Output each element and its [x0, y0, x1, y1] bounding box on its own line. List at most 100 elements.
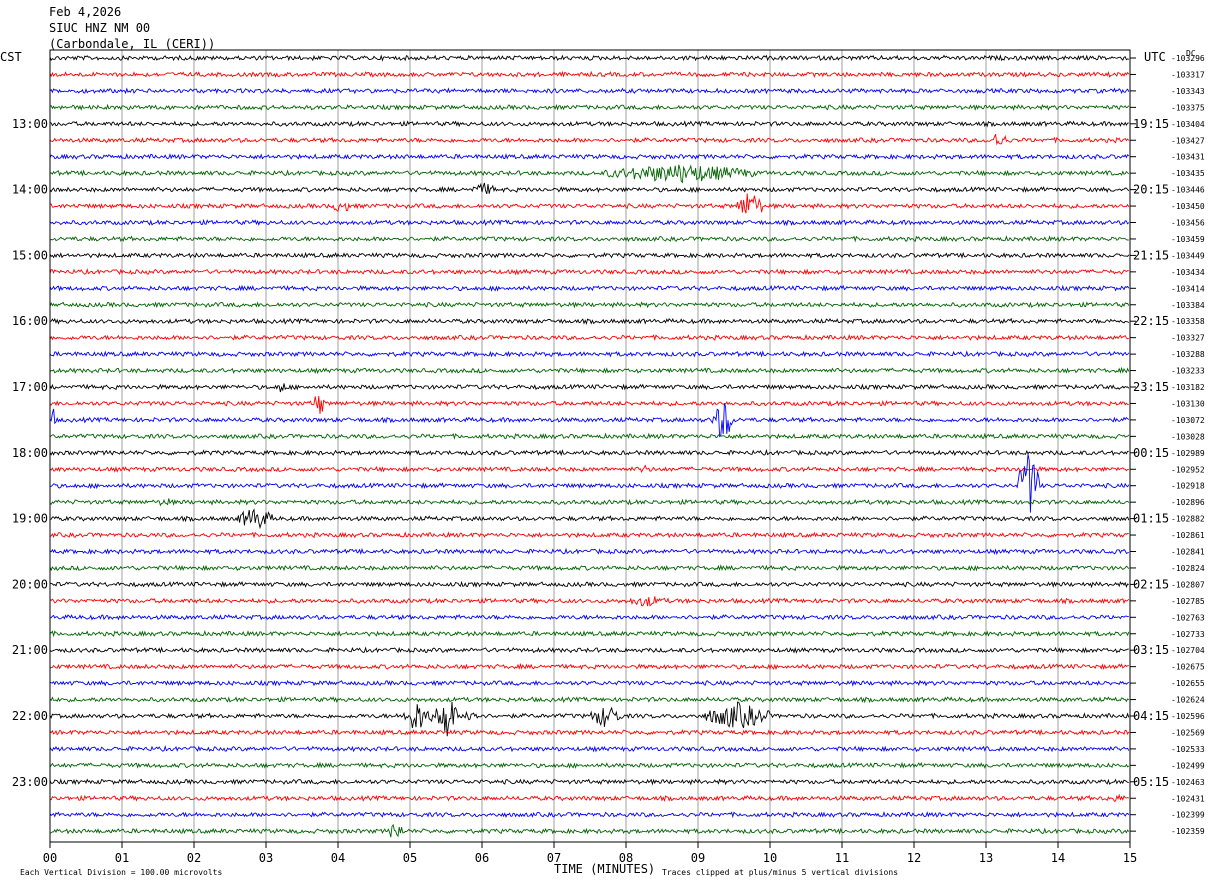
- x-tick-label: 15: [1123, 851, 1137, 865]
- trace-line: [49, 745, 1130, 753]
- x-tick-label: 00: [43, 851, 57, 865]
- x-tick-label: 01: [115, 851, 129, 865]
- trace-line: [49, 152, 1130, 161]
- trace-line: [49, 134, 1130, 146]
- dc-offset-label: -102763: [1171, 613, 1205, 622]
- trace-line: [49, 251, 1130, 259]
- dc-offset-label: -103072: [1171, 416, 1205, 425]
- dc-offset-label: -102655: [1171, 679, 1205, 688]
- x-tick-label: 12: [907, 851, 921, 865]
- dc-offset-label: -102989: [1171, 449, 1205, 458]
- dc-offset-label: -103375: [1171, 103, 1205, 112]
- x-tick-label: 05: [403, 851, 417, 865]
- left-hour-label: 13:00: [12, 117, 48, 131]
- left-hour-label: 20:00: [12, 577, 48, 591]
- dc-offset-label: -103404: [1171, 120, 1205, 129]
- grid: [49, 50, 1136, 848]
- x-axis-title: TIME (MINUTES): [554, 862, 655, 876]
- trace-line: [49, 268, 1129, 276]
- x-tick-label: 09: [691, 851, 705, 865]
- dc-offset-label: -103296: [1171, 54, 1205, 63]
- x-tick-label: 13: [979, 851, 993, 865]
- dc-offset-label: -103343: [1171, 87, 1205, 96]
- trace-line: [49, 464, 1129, 473]
- x-tick-label: 10: [763, 851, 777, 865]
- dc-offset-label: -102896: [1171, 498, 1205, 507]
- trace-line: [49, 508, 1130, 530]
- trace-line: [49, 284, 1130, 292]
- trace-line: [49, 235, 1129, 243]
- location-label: (Carbondale, IL (CERI)): [49, 37, 216, 51]
- dc-offset-label: -103450: [1171, 202, 1205, 211]
- dc-offset-label: -103431: [1171, 153, 1205, 162]
- trace-line: [49, 531, 1129, 539]
- left-hour-label: 22:00: [12, 709, 48, 723]
- dc-offset-label: -102704: [1171, 646, 1205, 655]
- right-hour-label: 03:15: [1133, 643, 1169, 657]
- left-hour-label: 16:00: [12, 314, 48, 328]
- dc-offset-label: -102785: [1171, 597, 1205, 606]
- trace-line: [49, 596, 1130, 607]
- dc-offset-label: -102952: [1171, 465, 1205, 474]
- trace-line: [49, 70, 1130, 79]
- dc-offset-label: -102499: [1171, 761, 1205, 770]
- dc-offset-label: -103327: [1171, 334, 1205, 343]
- left-timezone: CST: [0, 50, 22, 64]
- left-hour-label: 15:00: [12, 248, 48, 262]
- left-hour-label: 17:00: [12, 380, 48, 394]
- dc-offset-label: -103182: [1171, 383, 1205, 392]
- trace-line: [49, 333, 1129, 342]
- dc-offset-label: -103317: [1171, 70, 1205, 79]
- right-hour-label: 05:15: [1133, 775, 1169, 789]
- x-tick-label: 08: [619, 851, 633, 865]
- left-hour-label: 14:00: [12, 183, 48, 197]
- x-tick-label: 04: [331, 851, 345, 865]
- trace-line: [49, 823, 1130, 838]
- right-hour-label: 02:15: [1133, 577, 1169, 591]
- right-hour-label: 19:15: [1133, 117, 1169, 131]
- dc-offset-label: -103434: [1171, 268, 1205, 277]
- date-label: Feb 4,2026: [49, 5, 122, 19]
- trace-line: [49, 403, 1130, 438]
- dc-offset-label: -103288: [1171, 350, 1205, 359]
- dc-offset-label: -102463: [1171, 778, 1205, 787]
- x-tick-label: 03: [259, 851, 273, 865]
- station-label: SIUC HNZ NM 00: [49, 21, 151, 35]
- trace-line: [49, 778, 1129, 786]
- trace-line: [49, 350, 1130, 358]
- trace-line: [49, 218, 1130, 227]
- left-hour-label: 19:00: [12, 512, 48, 526]
- dc-offset-label: -102882: [1171, 515, 1205, 524]
- dc-offset-label: -102824: [1171, 564, 1205, 573]
- right-hour-label: 22:15: [1133, 314, 1169, 328]
- dc-offset-label: -102431: [1171, 794, 1205, 803]
- clip-note: Traces clipped at plus/minus 5 vertical …: [662, 868, 898, 877]
- trace-line: [49, 317, 1130, 325]
- dc-offset-label: -103427: [1171, 136, 1205, 145]
- trace-line: [49, 164, 1130, 184]
- left-hour-label: 18:00: [12, 446, 48, 460]
- trace-line: [49, 395, 1129, 414]
- trace-line: [49, 366, 1130, 375]
- trace-line: [49, 547, 1129, 556]
- trace-line: [49, 87, 1130, 95]
- dc-offset-label: -103384: [1171, 301, 1205, 310]
- dc-offset-label: -102359: [1171, 827, 1205, 836]
- header: Feb 4,2026 SIUC HNZ NM 00 (Carbondale, I…: [49, 4, 215, 52]
- trace-line: [49, 629, 1130, 638]
- trace-line: [49, 810, 1130, 819]
- dc-offset-label: -103456: [1171, 219, 1205, 228]
- dc-offset-label: -102918: [1171, 482, 1205, 491]
- dc-offset-label: -102399: [1171, 811, 1205, 820]
- dc-offset-label: -102596: [1171, 712, 1205, 721]
- x-tick-label: 06: [475, 851, 489, 865]
- dc-offset-label: -103358: [1171, 317, 1205, 326]
- trace-line: [49, 728, 1130, 737]
- dc-offset-label: -103414: [1171, 284, 1205, 293]
- trace-line: [49, 679, 1130, 687]
- dc-label: DC: [1186, 49, 1196, 58]
- trace-line: [49, 182, 1130, 195]
- right-hour-label: 01:15: [1133, 512, 1169, 526]
- right-hour-label: 20:15: [1133, 183, 1169, 197]
